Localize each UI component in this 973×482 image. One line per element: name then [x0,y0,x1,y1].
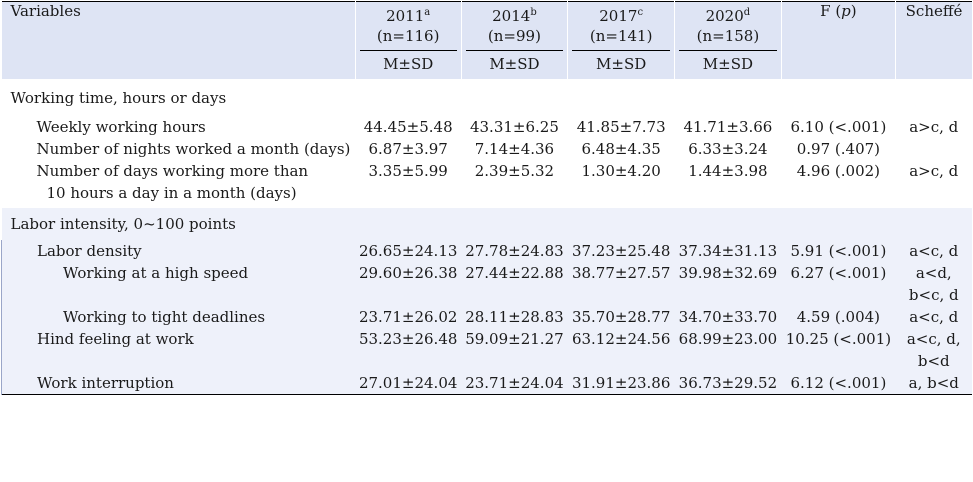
value-cell: 36.73±29.52 [678,374,778,392]
value-cell: 1.30±4.20 [581,162,661,180]
f-cell: 10.25 (<.001) [785,330,892,348]
section-title: Working time, hours or days [10,89,227,107]
f-cell: 6.10 (<.001) [790,118,887,136]
row-label: Hind feeling at work [1,328,356,372]
f-cell: 5.91 (<.001) [790,242,887,260]
value-cell: 26.65±24.13 [358,242,458,260]
stat-header: M±SD [460,51,568,79]
row-label: Working at a high speed [1,262,356,306]
f-cell: 6.27 (<.001) [790,264,887,282]
value-cell: 6.48±4.35 [581,140,661,158]
table-row: Working at a high speed 29.60±26.38 27.4… [1,262,972,306]
f-header: F (p) [780,1,896,79]
scheffe-cell: a>c, d [909,162,959,180]
table-row: Number of days working more than 10 hour… [2,160,973,208]
stat-header: M±SD [567,51,675,79]
header-row: Variables 2011a (n=116) 2014b (n=99) 201… [1,1,972,79]
variables-header: Variables [10,2,81,20]
value-cell: 6.87±3.97 [368,140,448,158]
value-cell: 27.78±24.83 [465,242,564,260]
scheffe-cell: a<d, b<c, d [908,264,959,304]
value-cell: 7.14±4.36 [474,140,555,158]
f-cell: 0.97 (.407) [796,140,881,158]
year-header-2014: 2014b (n=99) [460,1,568,51]
row-label: Number of days working more than 10 hour… [36,162,309,202]
f-cell: 4.96 (.002) [796,162,881,180]
value-cell: 27.01±24.04 [358,374,458,392]
year-header-2011: 2011a (n=116) [354,1,462,51]
results-table: Variables 2011a (n=116) 2014b (n=99) 201… [1,1,972,395]
row-label: Working to tight deadlines [1,306,356,328]
scheffe-cell: a>c, d [909,118,959,136]
value-cell: 23.71±24.04 [465,374,564,392]
row-label: Labor density [1,240,356,262]
scheffe-cell [896,138,972,160]
value-cell: 6.33±3.24 [688,140,768,158]
stat-header: M±SD [354,51,462,79]
value-cell: 31.91±23.86 [571,374,671,392]
table-row: Work interruption 27.01±24.04 23.71±24.0… [1,372,972,395]
scheffe-cell: a<c, d [909,242,959,260]
row-label: Weekly working hours [36,118,206,136]
value-cell: 2.39±5.32 [474,162,555,180]
section-row: Labor intensity, 0~100 points [1,208,972,240]
value-cell: 43.31±6.25 [469,118,559,136]
value-cell: 28.11±28.83 [465,308,564,326]
f-cell: 4.59 (.004) [796,308,881,326]
value-cell: 27.44±22.88 [465,264,564,282]
value-cell: 68.99±23.00 [678,330,778,348]
value-cell: 29.60±26.38 [358,264,458,282]
value-cell: 59.09±21.27 [465,330,564,348]
year-header-2017: 2017c (n=141) [567,1,675,51]
value-cell: 63.12±24.56 [571,330,671,348]
table-row: Weekly working hours 44.45±5.48 43.31±6.… [2,116,973,138]
value-cell: 41.85±7.73 [576,118,666,136]
scheffe-header: Scheffé [895,1,972,79]
scheffe-cell: a, b<d [908,374,959,392]
value-cell: 39.98±32.69 [678,264,778,282]
table-row: Labor density 26.65±24.13 27.78±24.83 37… [1,240,972,262]
row-label: Number of nights worked a month (days) [36,140,351,158]
value-cell: 38.77±27.57 [571,264,671,282]
stat-header: M±SD [674,51,782,79]
value-cell: 1.44±3.98 [688,162,768,180]
value-cell: 44.45±5.48 [363,118,453,136]
year-header-2020: 2020d (n=158) [674,1,782,51]
section-title: Labor intensity, 0~100 points [10,215,236,233]
value-cell: 34.70±33.70 [678,308,778,326]
table-row: Number of nights worked a month (days) 6… [2,138,973,160]
value-cell: 3.35±5.99 [368,162,448,180]
value-cell: 53.23±26.48 [358,330,458,348]
scheffe-cell: a<c, d, b<d [906,330,961,370]
value-cell: 35.70±28.77 [571,308,671,326]
scheffe-cell: a<c, d [909,308,959,326]
value-cell: 37.34±31.13 [678,242,778,260]
f-cell: 6.12 (<.001) [790,374,887,392]
value-cell: 41.71±3.66 [683,118,773,136]
value-cell: 23.71±26.02 [358,308,458,326]
row-label: Work interruption [1,372,356,395]
value-cell: 37.23±25.48 [571,242,671,260]
section-row: Working time, hours or days [2,79,973,116]
table-row: Hind feeling at work 53.23±26.48 59.09±2… [1,328,972,372]
table-row: Working to tight deadlines 23.71±26.02 2… [1,306,972,328]
